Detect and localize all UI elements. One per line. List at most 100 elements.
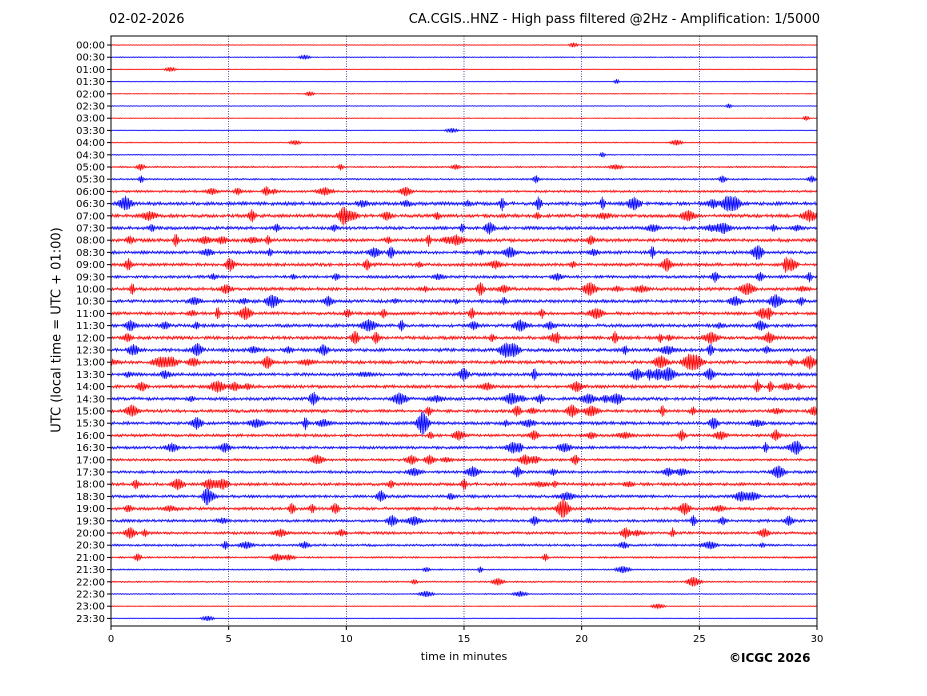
y-tick-label-1700: 17:00 xyxy=(76,455,105,466)
trace-1100 xyxy=(110,306,817,321)
y-tick-label-0700: 07:00 xyxy=(76,211,105,222)
trace-0100 xyxy=(110,66,817,72)
y-tick-label-1900: 19:00 xyxy=(76,504,105,515)
trace-2330 xyxy=(110,615,817,622)
y-tick-label-2000: 20:00 xyxy=(76,529,105,540)
trace-0830 xyxy=(110,245,817,260)
x-ticks: 0 5 10 15 20 25 30 xyxy=(108,626,824,645)
y-tick-label-1330: 13:30 xyxy=(76,370,105,381)
trace-0300 xyxy=(110,115,817,121)
trace-0600 xyxy=(110,186,817,197)
trace-2130 xyxy=(110,566,817,574)
x-tick-label-10: 10 xyxy=(340,634,353,645)
y-tick-label-1400: 14:00 xyxy=(76,382,105,393)
y-tick-label-0200: 02:00 xyxy=(76,89,105,100)
y-tick-label-1000: 10:00 xyxy=(76,285,105,296)
trace-0330 xyxy=(110,127,817,134)
trace-2000 xyxy=(110,527,817,540)
y-tick-label-1500: 15:00 xyxy=(76,407,105,418)
trace-2030 xyxy=(110,541,817,550)
grid-group xyxy=(228,36,700,626)
trace-1630 xyxy=(110,440,817,455)
y-tick-label-0630: 06:30 xyxy=(76,199,105,210)
trace-2200 xyxy=(110,577,817,587)
trace-0800 xyxy=(110,234,817,248)
trace-1200 xyxy=(110,330,817,345)
trace-1400 xyxy=(110,379,817,393)
y-tick-label-0900: 09:00 xyxy=(76,260,105,271)
y-tick-label-0400: 04:00 xyxy=(76,138,105,149)
trace-1500 xyxy=(110,404,817,418)
chart-title: CA.CGIS..HNZ - High pass filtered @2Hz -… xyxy=(408,12,820,27)
x-tick-label-15: 15 xyxy=(458,634,471,645)
trace-1330 xyxy=(110,367,817,382)
y-tick-label-2030: 20:30 xyxy=(76,541,105,552)
trace-1230 xyxy=(110,342,817,358)
trace-1030 xyxy=(110,294,817,309)
x-tick-label-20: 20 xyxy=(575,634,588,645)
trace-0200 xyxy=(110,91,817,97)
y-tick-label-1630: 16:30 xyxy=(76,443,105,454)
trace-1800 xyxy=(110,478,817,491)
trace-0730 xyxy=(110,221,817,235)
y-tick-label-0930: 09:30 xyxy=(76,272,105,283)
x-tick-label-25: 25 xyxy=(693,634,706,645)
trace-0700 xyxy=(110,206,817,226)
y-tick-label-0500: 05:00 xyxy=(76,163,105,174)
y-tick-label-0800: 08:00 xyxy=(76,236,105,247)
y-tick-label-0300: 03:00 xyxy=(76,114,105,125)
y-tick-label-0100: 01:00 xyxy=(76,65,105,76)
y-tick-label-0230: 02:30 xyxy=(76,102,105,113)
trace-2230 xyxy=(110,590,817,597)
trace-0230 xyxy=(110,103,817,109)
trace-0030 xyxy=(110,54,817,60)
date-label: 02-02-2026 xyxy=(109,12,185,27)
trace-1300 xyxy=(110,353,817,371)
copyright-label: ©ICGC 2026 xyxy=(729,651,811,665)
trace-1730 xyxy=(110,465,817,479)
y-tick-label-1300: 13:00 xyxy=(76,358,105,369)
y-tick-label-1930: 19:30 xyxy=(76,516,105,527)
y-tick-label-0330: 03:30 xyxy=(76,126,105,137)
trace-2300 xyxy=(110,603,817,610)
y-tick-label-1030: 10:30 xyxy=(76,297,105,308)
trace-1700 xyxy=(110,454,817,466)
trace-0400 xyxy=(110,139,817,146)
y-tick-label-0730: 07:30 xyxy=(76,224,105,235)
trace-0000 xyxy=(110,42,817,48)
y-tick-label-1230: 12:30 xyxy=(76,346,105,357)
trace-0900 xyxy=(110,256,817,273)
y-tick-label-1430: 14:30 xyxy=(76,394,105,405)
y-tick-label-0130: 01:30 xyxy=(76,77,105,88)
y-tick-label-1600: 16:00 xyxy=(76,431,105,442)
trace-group xyxy=(110,42,817,622)
y-tick-label-1530: 15:30 xyxy=(76,419,105,430)
y-tick-label-2130: 21:30 xyxy=(76,565,105,576)
y-tick-label-0430: 04:30 xyxy=(76,150,105,161)
y-tick-label-0530: 05:30 xyxy=(76,175,105,186)
y-tick-label-1800: 18:00 xyxy=(76,480,105,491)
trace-0430 xyxy=(110,151,817,158)
y-tick-label-1730: 17:30 xyxy=(76,468,105,479)
trace-1430 xyxy=(110,391,817,406)
x-tick-label-5: 5 xyxy=(225,634,231,645)
y-tick-label-0830: 08:30 xyxy=(76,248,105,259)
trace-1900 xyxy=(110,499,817,519)
trace-1600 xyxy=(110,429,817,442)
trace-0630 xyxy=(110,195,817,212)
y-tick-label-0600: 06:00 xyxy=(76,187,105,198)
trace-1930 xyxy=(110,514,817,527)
trace-1000 xyxy=(110,282,817,296)
y-tick-label-2100: 21:00 xyxy=(76,553,105,564)
y-tick-label-0030: 00:30 xyxy=(76,53,105,64)
trace-0530 xyxy=(110,175,817,184)
trace-1130 xyxy=(110,319,817,332)
x-tick-label-30: 30 xyxy=(811,634,824,645)
y-tick-label-1130: 11:30 xyxy=(76,321,105,332)
y-tick-label-1200: 12:00 xyxy=(76,333,105,344)
y-tick-label-1100: 11:00 xyxy=(76,309,105,320)
y-tick-label-2230: 22:30 xyxy=(76,590,105,601)
y-tick-label-2300: 23:00 xyxy=(76,602,105,613)
